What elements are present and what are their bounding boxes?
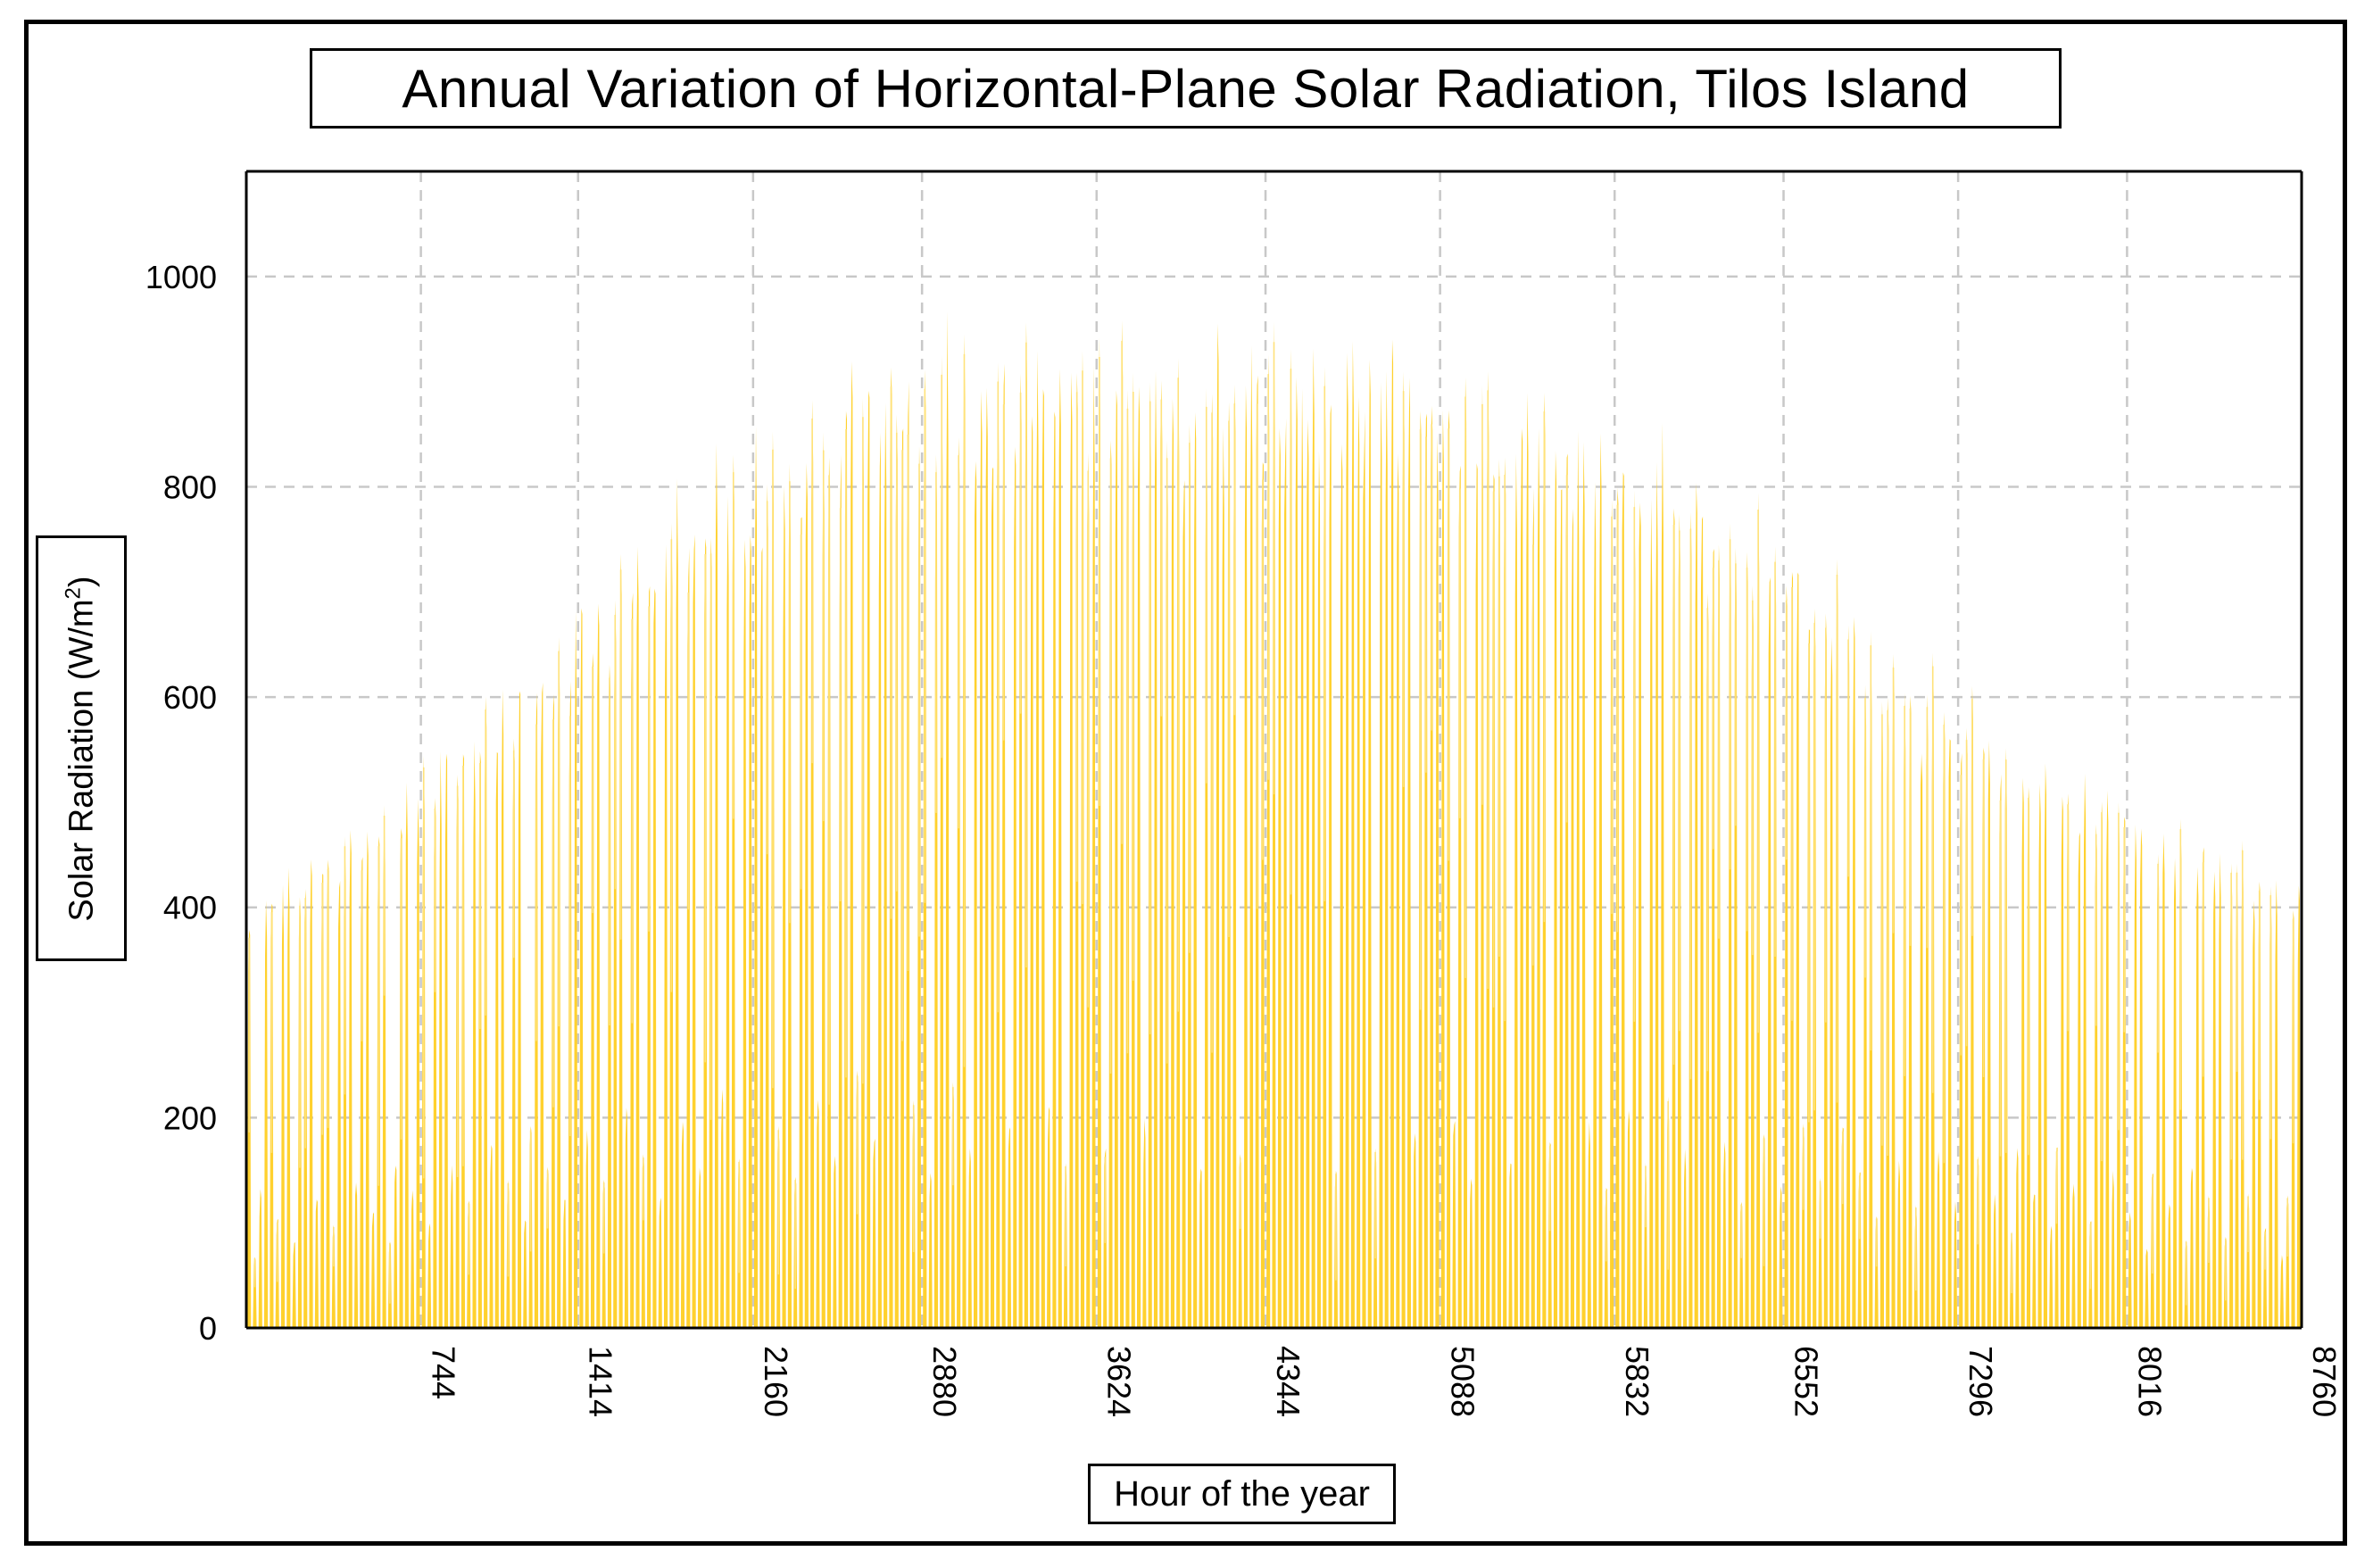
y-tick-label: 0 — [199, 1310, 217, 1347]
x-axis-label-box: Hour of the year — [1088, 1464, 1396, 1524]
y-axis-label: Solar Radiation (W/m2) — [62, 576, 102, 921]
x-tick-label: 8760 — [2306, 1346, 2343, 1417]
x-tick-label: 2160 — [758, 1346, 794, 1417]
y-axis-label-sup: 2 — [61, 586, 86, 599]
x-tick-label: 6552 — [1788, 1346, 1825, 1417]
chart-title-text: Annual Variation of Horizontal-Plane Sol… — [402, 58, 1970, 119]
y-axis-label-main: Solar Radiation (W/m — [62, 598, 101, 922]
x-tick-label: 5832 — [1619, 1346, 1655, 1417]
y-tick-label: 600 — [163, 679, 217, 716]
axes — [245, 170, 2303, 1330]
x-tick-label: 744 — [426, 1346, 462, 1399]
y-tick-labels: 0 200 400 600 800 1000 — [145, 259, 217, 1347]
radiation-series — [246, 311, 2302, 1329]
x-axis-label: Hour of the year — [1114, 1473, 1370, 1514]
y-tick-label: 1000 — [145, 259, 217, 295]
grid-lines — [246, 171, 2302, 1328]
radiation-highlight — [248, 340, 2294, 1306]
x-tick-labels: 744 1414 2160 2880 3624 4344 5088 5832 6552 7296 8… — [426, 1346, 2343, 1417]
x-tick-label: 8016 — [2131, 1346, 2168, 1417]
radiation-area — [246, 311, 2302, 1329]
x-tick-label: 3624 — [1101, 1346, 1138, 1417]
y-tick-label: 200 — [163, 1099, 217, 1136]
x-tick-label: 1414 — [583, 1346, 619, 1417]
y-axis-label-end: ) — [62, 575, 101, 587]
x-tick-label: 4344 — [1270, 1346, 1307, 1417]
y-tick-label: 400 — [163, 890, 217, 926]
y-tick-label: 800 — [163, 469, 217, 505]
x-tick-label: 2880 — [926, 1346, 963, 1417]
y-axis-label-box: Solar Radiation (W/m2) — [36, 535, 127, 961]
x-tick-label: 7296 — [1962, 1346, 1999, 1417]
chart-title: Annual Variation of Horizontal-Plane Sol… — [310, 48, 2062, 129]
x-tick-label: 5088 — [1445, 1346, 1481, 1417]
